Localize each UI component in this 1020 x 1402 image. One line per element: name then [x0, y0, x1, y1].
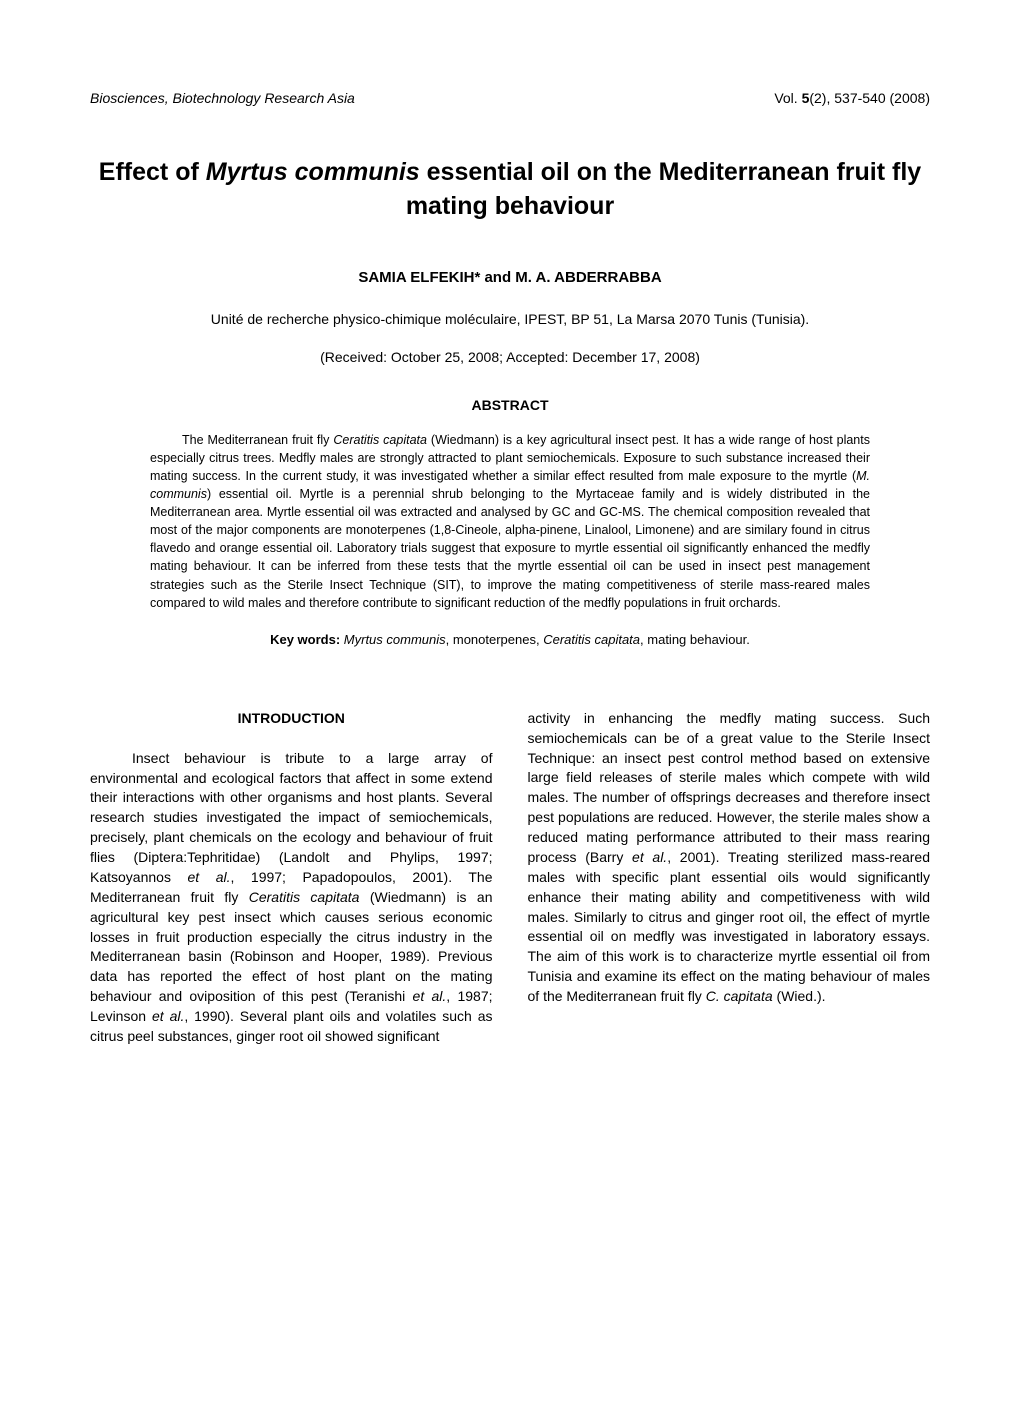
text-seg: Insect behaviour is tribute to a large a…: [90, 750, 493, 885]
article-dates: (Received: October 25, 2008; Accepted: D…: [90, 349, 930, 365]
species-name: Ceratitis capitata: [333, 433, 427, 447]
vol-suffix: (2), 537-540 (2008): [809, 90, 930, 106]
left-column: INTRODUCTION Insect behaviour is tribute…: [90, 709, 493, 1047]
abstract-seg: The Mediterranean fruit fly: [182, 433, 333, 447]
text-seg: (Wied.).: [773, 988, 826, 1004]
intro-paragraph: Insect behaviour is tribute to a large a…: [90, 749, 493, 1047]
journal-name: Biosciences, Biotechnology Research Asia: [90, 90, 355, 106]
authors: SAMIA ELFEKIH* and M. A. ABDERRABBA: [90, 269, 930, 286]
vol-prefix: Vol.: [774, 90, 801, 106]
et-al: et al.: [152, 1008, 184, 1024]
et-al: et al.: [413, 988, 447, 1004]
species-name: C. capitata: [706, 988, 773, 1004]
species-name: Ceratitis capitata: [249, 889, 360, 905]
intro-paragraph-continued: activity in enhancing the medfly mating …: [528, 709, 931, 1007]
abstract-seg: ) essential oil. Myrtle is a perennial s…: [150, 487, 870, 610]
text-seg: , 2001). Treating sterilized mass-reared…: [528, 849, 931, 1004]
article-title: Effect of Myrtus communis essential oil …: [90, 156, 930, 224]
right-column: activity in enhancing the medfly mating …: [528, 709, 931, 1047]
abstract-heading: ABSTRACT: [90, 397, 930, 413]
title-pre: Effect of: [99, 158, 206, 186]
affiliation: Unité de recherche physico-chimique molé…: [90, 311, 930, 327]
keyword-text: , mating behaviour.: [640, 632, 750, 647]
keyword-species: Ceratitis capitata: [543, 632, 640, 647]
et-al: et al.: [632, 849, 667, 865]
keyword-text: , monoterpenes,: [446, 632, 544, 647]
title-species: Myrtus communis: [206, 158, 420, 186]
abstract-text: The Mediterranean fruit fly Ceratitis ca…: [150, 431, 870, 612]
text-seg: activity in enhancing the medfly mating …: [528, 710, 931, 865]
running-header: Biosciences, Biotechnology Research Asia…: [90, 90, 930, 106]
keyword-species: Myrtus communis: [344, 632, 446, 647]
et-al: et al.: [187, 869, 230, 885]
text-seg: (Wiedmann) is an agricultural key pest i…: [90, 889, 493, 1004]
keywords-label: Key words:: [270, 632, 344, 647]
keywords: Key words: Myrtus communis, monoterpenes…: [150, 632, 870, 647]
introduction-heading: INTRODUCTION: [90, 709, 493, 729]
volume-info: Vol. 5(2), 537-540 (2008): [774, 90, 930, 106]
title-post: essential oil on the Mediterranean fruit…: [406, 158, 921, 220]
body-columns: INTRODUCTION Insect behaviour is tribute…: [90, 709, 930, 1047]
